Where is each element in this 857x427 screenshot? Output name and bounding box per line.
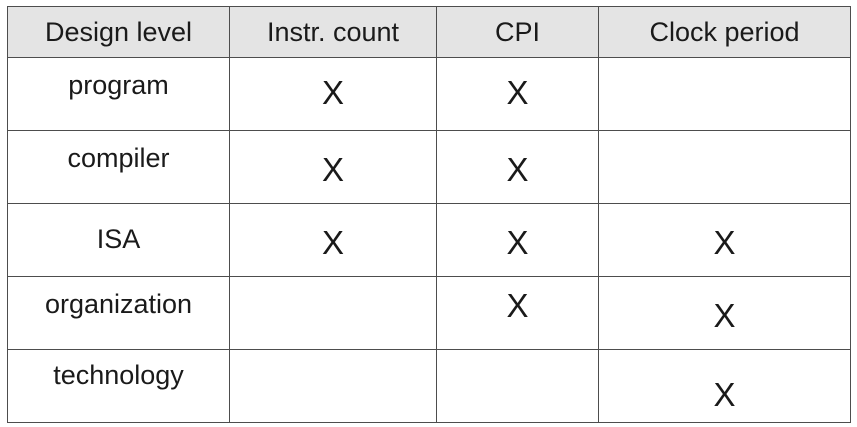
instr-count-cell: X xyxy=(229,130,437,204)
design-level-cell: organization xyxy=(7,276,230,350)
cpi-mark: X xyxy=(506,74,529,111)
cpi-cell: X xyxy=(436,57,599,131)
header-label: Instr. count xyxy=(266,16,400,47)
clock-period-cell xyxy=(598,57,851,131)
clock-period-cell: X xyxy=(598,276,851,350)
table-row: compiler X X xyxy=(7,130,851,204)
clock-period-mark: X xyxy=(713,224,736,261)
instr-count-cell: X xyxy=(229,57,437,131)
cpi-cell xyxy=(436,349,599,423)
table-row: organization X X xyxy=(7,276,851,350)
cpi-cell: X xyxy=(436,130,599,204)
header-cpi: CPI xyxy=(436,6,599,58)
clock-period-cell: X xyxy=(598,349,851,423)
design-level-cell: ISA xyxy=(7,203,230,277)
cpi-mark: X xyxy=(506,224,529,261)
header-row: Design level Instr. count CPI Clock peri… xyxy=(7,6,851,58)
header-label: Clock period xyxy=(649,16,800,47)
instr-count-cell: X xyxy=(229,203,437,277)
header-label: Design level xyxy=(44,16,193,47)
table-row: ISA X X X xyxy=(7,203,851,277)
cpi-mark: X xyxy=(506,287,529,324)
clock-period-cell: X xyxy=(598,203,851,277)
design-level-table-container: Design level Instr. count CPI Clock peri… xyxy=(7,6,851,423)
table-body: program X X compiler X xyxy=(7,57,851,423)
design-level-cell: technology xyxy=(7,349,230,423)
table-row: technology X xyxy=(7,349,851,423)
cpi-mark: X xyxy=(506,151,529,188)
instr-count-mark: X xyxy=(321,224,344,261)
clock-period-mark: X xyxy=(713,297,736,334)
design-level-label: technology xyxy=(53,360,184,390)
design-level-table: Design level Instr. count CPI Clock peri… xyxy=(7,6,851,423)
instr-count-cell xyxy=(229,276,437,350)
design-level-cell: compiler xyxy=(7,130,230,204)
cpi-cell: X xyxy=(436,203,599,277)
instr-count-cell xyxy=(229,349,437,423)
clock-period-mark: X xyxy=(713,376,736,413)
cpi-cell: X xyxy=(436,276,599,350)
table-header: Design level Instr. count CPI Clock peri… xyxy=(7,6,851,58)
clock-period-cell xyxy=(598,130,851,204)
design-level-label: program xyxy=(68,70,169,100)
header-design-level: Design level xyxy=(7,6,230,58)
table-row: program X X xyxy=(7,57,851,131)
header-instr-count: Instr. count xyxy=(229,6,437,58)
design-level-label: compiler xyxy=(67,143,170,173)
instr-count-mark: X xyxy=(321,151,344,188)
design-level-label: organization xyxy=(44,289,193,319)
design-level-label: ISA xyxy=(96,224,141,254)
header-label: CPI xyxy=(494,16,540,47)
instr-count-mark: X xyxy=(321,74,344,111)
design-level-cell: program xyxy=(7,57,230,131)
header-clock-period: Clock period xyxy=(598,6,851,58)
